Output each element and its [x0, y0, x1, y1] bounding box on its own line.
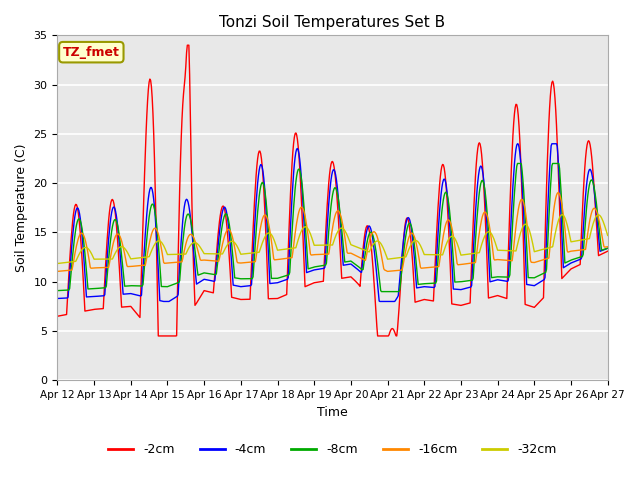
-2cm: [326, 172, 333, 178]
Line: -8cm: -8cm: [58, 164, 608, 292]
-16cm: [554, 191, 561, 196]
-8cm: [433, 278, 440, 284]
-4cm: [378, 299, 386, 304]
-32cm: [198, 247, 205, 252]
-32cm: [378, 241, 385, 247]
X-axis label: Time: Time: [317, 406, 348, 419]
-8cm: [378, 289, 386, 295]
-2cm: [433, 218, 441, 224]
-4cm: [54, 296, 61, 301]
-8cm: [174, 280, 182, 286]
-16cm: [378, 253, 385, 259]
-8cm: [514, 161, 522, 167]
-4cm: [555, 167, 563, 172]
-2cm: [54, 313, 61, 319]
-2cm: [175, 218, 183, 224]
-4cm: [604, 245, 612, 251]
-4cm: [160, 299, 168, 304]
-16cm: [174, 259, 182, 265]
-32cm: [174, 252, 182, 257]
-4cm: [175, 277, 183, 283]
-8cm: [54, 288, 61, 293]
-8cm: [604, 245, 612, 251]
-8cm: [378, 289, 385, 295]
-2cm: [184, 42, 191, 48]
-32cm: [554, 222, 561, 228]
-4cm: [433, 256, 440, 262]
Line: -2cm: -2cm: [58, 45, 608, 336]
-2cm: [379, 333, 387, 339]
-16cm: [432, 264, 440, 270]
-16cm: [198, 257, 205, 263]
-4cm: [325, 201, 333, 207]
-32cm: [558, 212, 566, 217]
-8cm: [555, 161, 563, 167]
-32cm: [54, 261, 61, 266]
-32cm: [432, 252, 440, 258]
-16cm: [604, 244, 612, 250]
-16cm: [554, 190, 562, 195]
-2cm: [154, 333, 162, 339]
-16cm: [324, 251, 332, 257]
-8cm: [324, 239, 332, 244]
-4cm: [199, 277, 207, 283]
Title: Tonzi Soil Temperatures Set B: Tonzi Soil Temperatures Set B: [220, 15, 445, 30]
Line: -4cm: -4cm: [58, 144, 608, 301]
-2cm: [200, 289, 207, 295]
Line: -32cm: -32cm: [58, 215, 608, 264]
-32cm: [324, 242, 332, 248]
-4cm: [514, 141, 522, 146]
-32cm: [604, 232, 612, 238]
Y-axis label: Soil Temperature (C): Soil Temperature (C): [15, 144, 28, 272]
Line: -16cm: -16cm: [58, 192, 608, 271]
Text: TZ_fmet: TZ_fmet: [63, 46, 120, 59]
-8cm: [198, 271, 205, 276]
Legend: -2cm, -4cm, -8cm, -16cm, -32cm: -2cm, -4cm, -8cm, -16cm, -32cm: [103, 438, 562, 461]
-16cm: [54, 268, 61, 274]
-2cm: [604, 248, 612, 254]
-2cm: [555, 180, 563, 186]
